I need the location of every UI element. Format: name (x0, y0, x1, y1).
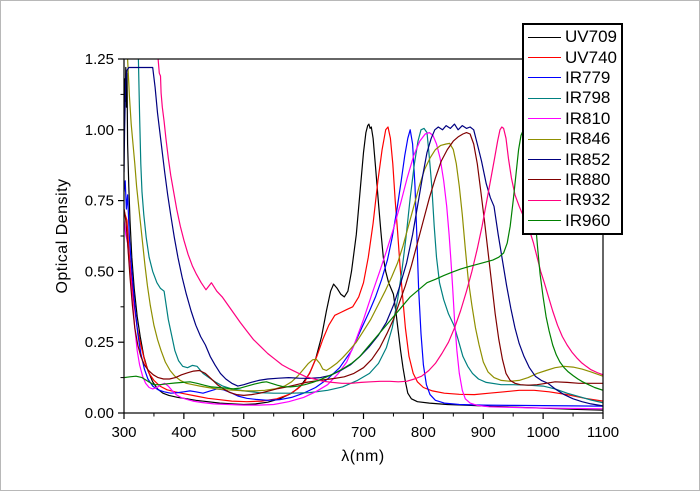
legend-box: UV709 UV740 IR779 IR798 IR810 IR846 IR852 IR880… (522, 23, 623, 235)
y-axis-title: Optical Density (54, 178, 71, 294)
x-tick-label: 900 (471, 424, 496, 441)
series-line-UV709 (124, 66, 603, 411)
x-tick-label: 400 (171, 424, 196, 441)
legend-line-sample (528, 220, 561, 222)
legend-item-IR880: IR880 (528, 170, 621, 189)
x-axis-title: λ(nm) (341, 448, 385, 465)
legend-line-sample (528, 77, 561, 79)
legend-item-IR932: IR932 (528, 190, 621, 210)
legend-line-sample (528, 118, 561, 120)
legend-label: IR960 (565, 210, 611, 230)
legend-label: IR846 (565, 129, 611, 149)
y-tick-label: 1.25 (85, 51, 114, 68)
y-tick-label: 0.75 (85, 193, 114, 210)
legend-label: IR852 (565, 149, 611, 169)
legend-label: IR932 (565, 190, 611, 210)
legend-item-UV709: UV709 (528, 27, 621, 47)
y-tick-label: 0.25 (85, 334, 114, 351)
legend-line-sample (528, 159, 561, 161)
legend-line-sample (528, 97, 561, 99)
y-tick-label: 1.00 (85, 122, 114, 139)
legend-item-UV740: UV740 (528, 48, 621, 67)
series-line-IR932 (157, 59, 603, 384)
series-line-IR810 (124, 132, 603, 410)
legend-item-IR960: IR960 (528, 211, 621, 230)
legend-line-sample (528, 199, 561, 201)
y-tick-label: 0.00 (85, 405, 114, 422)
y-tick-label: 0.50 (85, 263, 114, 280)
legend-label: UV740 (565, 47, 617, 67)
series-line-IR846 (126, 59, 603, 392)
x-tick-label: 500 (231, 424, 256, 441)
x-tick-label: 1100 (587, 424, 619, 441)
legend-label: UV709 (565, 27, 617, 47)
legend-line-sample (528, 138, 561, 140)
x-tick-label: 1000 (526, 424, 559, 441)
legend-item-IR846: IR846 (528, 129, 621, 149)
x-tick-label: 300 (111, 424, 136, 441)
legend-item-IR779: IR779 (528, 68, 621, 87)
series-line-IR798 (137, 59, 603, 404)
x-tick-label: 600 (291, 424, 316, 441)
x-tick-label: 800 (411, 424, 436, 441)
legend-label: IR880 (565, 169, 611, 189)
legend-item-IR810: IR810 (528, 109, 621, 128)
series-line-UV740 (124, 126, 603, 403)
series-line-IR960 (124, 129, 603, 391)
legend-label: IR798 (565, 88, 611, 108)
series-line-IR880 (124, 132, 603, 396)
series-line-IR779 (124, 129, 603, 407)
x-tick-label: 700 (351, 424, 376, 441)
legend-line-sample (528, 57, 561, 59)
legend-item-IR852: IR852 (528, 150, 621, 169)
legend-label: IR779 (565, 67, 611, 87)
legend-label: IR810 (565, 108, 611, 128)
legend-line-sample (528, 179, 561, 181)
legend-line-sample (528, 36, 561, 38)
legend-item-IR798: IR798 (528, 88, 621, 108)
